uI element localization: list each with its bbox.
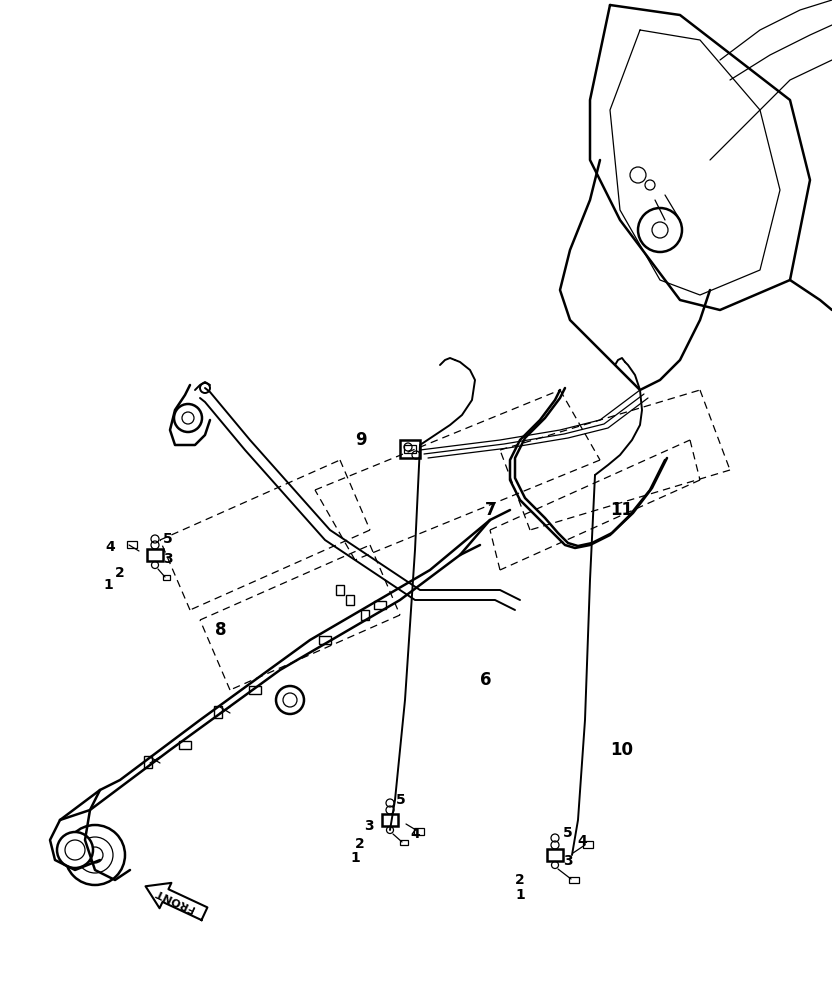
- Bar: [144, 756, 152, 768]
- Bar: [346, 595, 354, 605]
- Bar: [400, 440, 420, 458]
- Text: 9: 9: [355, 431, 367, 449]
- Bar: [547, 849, 563, 861]
- Bar: [319, 636, 331, 644]
- Text: 4: 4: [577, 834, 587, 848]
- Bar: [404, 445, 416, 453]
- Text: 4: 4: [410, 827, 420, 841]
- Bar: [374, 601, 386, 609]
- Text: 3: 3: [163, 552, 172, 566]
- Text: 11: 11: [610, 501, 633, 519]
- Text: 7: 7: [485, 501, 497, 519]
- Bar: [414, 828, 424, 835]
- Bar: [179, 741, 191, 749]
- Text: 3: 3: [364, 819, 374, 833]
- Bar: [400, 840, 408, 845]
- Bar: [583, 841, 593, 848]
- Text: 2: 2: [515, 873, 525, 887]
- Text: 3: 3: [563, 854, 572, 868]
- Text: 5: 5: [396, 793, 406, 807]
- Text: 1: 1: [515, 888, 525, 902]
- Bar: [127, 541, 137, 548]
- Text: 8: 8: [215, 621, 226, 639]
- Text: 5: 5: [163, 532, 173, 546]
- Text: 6: 6: [480, 671, 492, 689]
- Text: 2: 2: [355, 837, 364, 851]
- Bar: [147, 549, 163, 561]
- Text: 2: 2: [115, 566, 125, 580]
- Text: 4: 4: [105, 540, 115, 554]
- Circle shape: [65, 825, 125, 885]
- Bar: [336, 585, 344, 595]
- Text: 1: 1: [103, 578, 113, 592]
- Polygon shape: [146, 883, 207, 920]
- Text: 10: 10: [610, 741, 633, 759]
- Bar: [361, 610, 369, 620]
- Text: 1: 1: [350, 851, 359, 865]
- Bar: [382, 814, 398, 826]
- Bar: [163, 575, 170, 580]
- Circle shape: [57, 832, 93, 868]
- Text: FRONT: FRONT: [154, 887, 196, 913]
- Bar: [569, 877, 579, 883]
- Text: 5: 5: [563, 826, 572, 840]
- Bar: [249, 686, 261, 694]
- Bar: [214, 706, 222, 718]
